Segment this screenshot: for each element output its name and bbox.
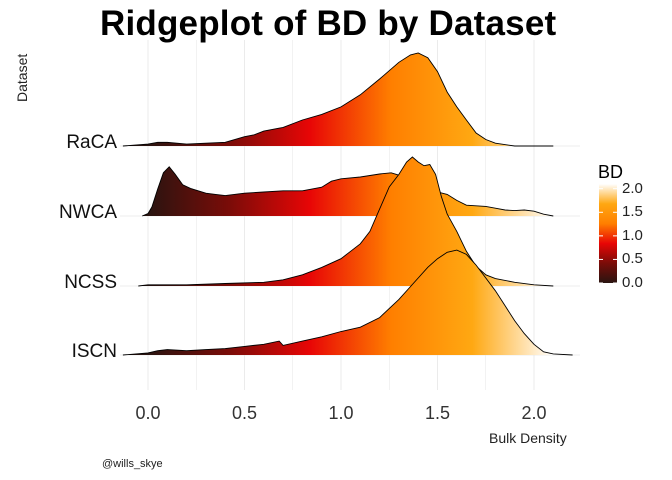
legend-title: BD xyxy=(598,162,624,182)
ridge-area-iscn xyxy=(122,250,573,355)
legend-tick-label: 0.0 xyxy=(622,274,643,291)
caption: @wills_skye xyxy=(102,458,163,470)
chart-title: Ridgeplot of BD by Dataset xyxy=(100,4,557,43)
legend-tick-label: 1.0 xyxy=(622,226,643,244)
y-tick-nwca: NWCA xyxy=(59,202,117,223)
x-tick-label: 0.5 xyxy=(232,403,257,423)
legend-tick-label: 1.5 xyxy=(622,203,643,221)
ridge-outline-raca xyxy=(122,52,554,147)
x-tick-label: 2.0 xyxy=(521,403,546,423)
ridge-outline-iscn xyxy=(122,249,573,356)
legend-tick-label: 0.5 xyxy=(622,250,643,268)
legend-gradient xyxy=(599,184,617,283)
x-tick-labels: 0.0 0.5 1.0 1.5 2.0 xyxy=(135,403,546,423)
ridge-area-ncss xyxy=(138,157,554,286)
ridge-area-raca xyxy=(122,53,554,146)
legend-colorbar xyxy=(599,184,617,284)
ridges xyxy=(122,52,573,356)
ridge-outline-nwca xyxy=(142,166,554,217)
y-tick-iscn: ISCN xyxy=(72,341,117,362)
x-tick-label: 1.5 xyxy=(425,403,450,423)
y-tick-labels: RaCA NWCA NCSS ISCN xyxy=(59,132,117,362)
ridge-area-nwca xyxy=(142,166,554,216)
x-axis-label: Bulk Density xyxy=(489,430,567,446)
x-tick-label: 1.0 xyxy=(328,403,353,423)
legend-tick-label: 2.0 xyxy=(622,179,643,197)
x-tick-label: 0.0 xyxy=(135,403,160,423)
y-tick-ncss: NCSS xyxy=(64,272,117,293)
y-tick-raca: RaCA xyxy=(66,132,117,153)
